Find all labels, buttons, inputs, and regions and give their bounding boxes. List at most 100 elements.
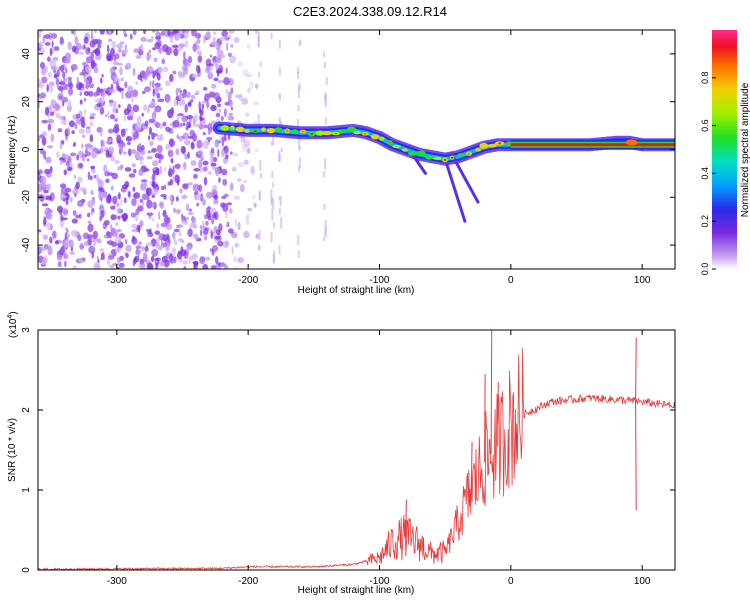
noise-speck [41, 76, 48, 84]
noise-speck [60, 86, 64, 93]
noise-speck [98, 190, 102, 200]
noise-speck [154, 82, 161, 88]
noise-speck [226, 202, 233, 206]
noise-speck [147, 150, 152, 154]
noise-speck [211, 217, 215, 225]
noise-speck [52, 230, 57, 239]
noise-speck [237, 257, 245, 264]
noise-streak [324, 61, 327, 69]
noise-speck [170, 106, 175, 115]
noise-speck [203, 166, 208, 172]
noise-speck [45, 183, 51, 190]
noise-speck [228, 112, 233, 116]
noise-speck [80, 119, 84, 128]
noise-speck [216, 229, 221, 236]
noise-speck [183, 221, 189, 226]
noise-speck [109, 114, 116, 120]
noise-speck [186, 245, 192, 251]
ridge-core-blob [266, 127, 275, 134]
noise-speck [52, 57, 56, 62]
ridge-branch [443, 157, 467, 223]
noise-speck [182, 132, 190, 140]
noise-speck [196, 64, 201, 74]
noise-speck [169, 34, 174, 44]
ridge-peak-blob [301, 130, 305, 133]
noise-speck [43, 168, 51, 175]
noise-speck [108, 30, 112, 35]
ridge-line-core [510, 143, 675, 147]
noise-speck [151, 188, 159, 195]
noise-speck [223, 179, 226, 187]
noise-speck [74, 122, 78, 130]
noise-speck [87, 171, 91, 181]
y-tick-label: 2 [21, 407, 32, 413]
noise-speck [169, 73, 174, 83]
noise-speck [225, 211, 228, 219]
noise-streak [297, 71, 300, 79]
noise-speck [96, 238, 102, 244]
noise-speck [151, 217, 155, 222]
noise-speck [44, 106, 50, 116]
noise-speck [53, 46, 60, 51]
noise-streak [297, 67, 300, 74]
noise-speck [165, 214, 169, 220]
noise-speck [172, 165, 175, 175]
noise-streak [270, 32, 273, 39]
noise-speck [243, 230, 250, 239]
noise-speck [202, 140, 209, 150]
noise-speck [168, 255, 176, 264]
noise-speck [225, 88, 228, 94]
noise-speck [253, 148, 260, 153]
x-tick-label: 100 [634, 576, 651, 587]
noise-speck [242, 179, 248, 183]
noise-streak [280, 147, 283, 153]
noise-speck [243, 159, 249, 165]
noise-speck [46, 222, 52, 231]
noise-streak [297, 119, 300, 126]
noise-speck [135, 250, 138, 255]
noise-speck [38, 176, 41, 181]
y-tick-label: 40 [21, 48, 32, 60]
noise-speck [78, 119, 81, 126]
noise-speck [100, 192, 107, 199]
noise-speck [194, 123, 200, 128]
snr-scale-label: (x104) [7, 311, 19, 338]
ridge-core-blob [479, 142, 489, 149]
noise-speck [117, 215, 121, 220]
noise-speck [50, 133, 55, 143]
noise-speck [158, 202, 163, 207]
noise-speck [237, 221, 241, 231]
noise-speck [75, 214, 80, 219]
colorbar-tick-label: 0.0 [700, 263, 710, 276]
noise-speck [43, 34, 51, 40]
ridge-peak-blob [467, 152, 471, 155]
noise-speck [223, 77, 230, 86]
noise-speck [144, 70, 151, 77]
noise-speck [210, 162, 217, 167]
noise-speck [42, 234, 49, 238]
noise-speck [41, 130, 48, 136]
noise-streak [271, 209, 274, 221]
noise-speck [71, 218, 78, 224]
noise-speck [169, 193, 173, 202]
noise-speck [139, 219, 144, 228]
noise-speck [152, 47, 157, 51]
noise-speck [116, 207, 122, 214]
noise-speck [181, 92, 187, 99]
noise-speck [223, 264, 229, 269]
noise-speck [184, 63, 192, 67]
noise-speck [116, 228, 122, 233]
noise-speck [93, 65, 99, 74]
noise-speck [83, 109, 87, 114]
noise-speck [135, 54, 142, 60]
noise-speck [184, 40, 189, 48]
noise-speck [197, 149, 204, 156]
noise-speck [212, 231, 218, 238]
noise-speck [117, 87, 125, 92]
noise-speck [72, 265, 77, 269]
noise-speck [70, 197, 73, 203]
noise-speck [63, 252, 68, 259]
noise-speck [191, 74, 198, 78]
noise-speck [86, 236, 93, 240]
noise-speck [151, 160, 159, 167]
